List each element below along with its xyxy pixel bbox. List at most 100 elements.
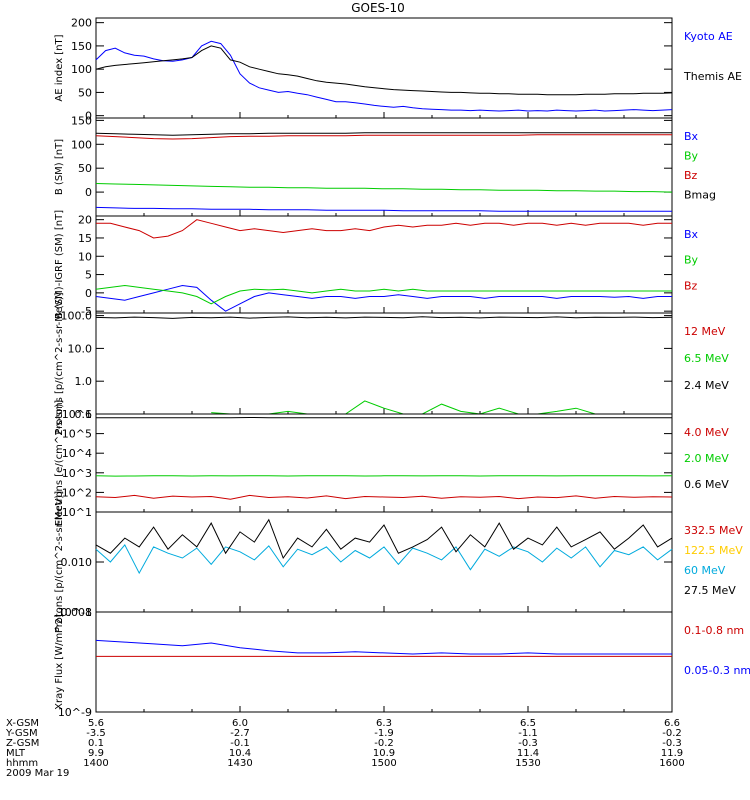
footer-value: -0.2 xyxy=(662,728,682,739)
footer-value: 6.6 xyxy=(664,718,680,729)
series-line xyxy=(95,45,673,96)
y-tick-label: 100 xyxy=(71,63,92,76)
footer-value: 1530 xyxy=(515,758,541,769)
panel-3: -5 0 5 10 15 20 B (SM)-IGRF (SM) [nT] Bx By Bz xyxy=(54,210,699,319)
footer-value: -1.9 xyxy=(374,728,394,739)
footer-value: -0.3 xyxy=(662,738,682,749)
legend-label: 2.4 MeV xyxy=(684,379,729,392)
series-line xyxy=(95,206,672,212)
panel-1: 0 50 100 150 200 AE index [nT] Kyoto AE Themis … xyxy=(54,17,742,123)
panel-frame xyxy=(95,17,673,119)
y-tick-label: 10.0 xyxy=(68,342,93,355)
legend-label: Bx xyxy=(684,228,699,241)
panel-2: 0 50 100 150 B (SM) [nT] Bx By Bz Bmag xyxy=(54,114,716,217)
plot-title: GOES-10 xyxy=(351,1,405,15)
series-line xyxy=(95,316,673,319)
y-tick-label: 10^6 xyxy=(62,408,92,421)
series-line xyxy=(95,134,672,140)
legend-label: 0.05-0.3 nm xyxy=(684,664,750,677)
series-line xyxy=(95,544,673,575)
legend-label: 2.0 MeV xyxy=(684,452,729,465)
y-tick-label: 10^4 xyxy=(62,447,92,460)
series-line xyxy=(95,284,672,305)
series-line xyxy=(95,183,673,193)
footer-value: 6.5 xyxy=(520,718,536,729)
y-axis-label: B (SM)-IGRF (SM) [nT] xyxy=(54,210,65,319)
footer-value: 1600 xyxy=(659,758,685,769)
footer-row-label: Y-GSM xyxy=(6,728,38,739)
y-tick-label: 10^1 xyxy=(62,506,92,519)
legend-label: 60 MeV xyxy=(684,564,726,577)
footer-value: 9.9 xyxy=(88,748,104,759)
y-tick-label: 10^-9 xyxy=(58,706,92,719)
y-axis-label: AE index [nT] xyxy=(54,34,65,101)
legend-label: 0.1-0.8 nm xyxy=(684,624,744,637)
y-tick-label: 0 xyxy=(85,186,92,199)
footer-value: 1400 xyxy=(83,758,109,769)
legend-label: Bmag xyxy=(684,189,716,202)
y-tick-label: 5 xyxy=(85,269,92,282)
y-tick-label: 20 xyxy=(78,214,92,227)
y-axis-label: Xray Flux [W/m^2] xyxy=(54,614,65,710)
footer-value: 1430 xyxy=(227,758,253,769)
y-tick-label: 10^2 xyxy=(62,486,92,499)
legend-label: Themis AE xyxy=(683,70,742,83)
footer-value: -2.7 xyxy=(230,728,250,739)
y-tick-label: 150 xyxy=(71,114,92,127)
footer-row-label: Z-GSM xyxy=(6,738,40,749)
legend-label: Bz xyxy=(684,279,698,292)
y-tick-label: 15 xyxy=(78,232,92,245)
y-axis-label: Electrons [e/(cm^2-s-sr)] xyxy=(54,400,65,526)
footer-row-label: MLT xyxy=(6,748,25,759)
footer-value: 5.6 xyxy=(88,718,104,729)
panel-frame xyxy=(95,312,673,415)
y-tick-label: 0 xyxy=(85,287,92,300)
footer-value: 11.9 xyxy=(660,748,684,759)
series-line xyxy=(95,518,673,560)
y-axis-label: Protons [p/(cm^2-s-sr-MeV)] xyxy=(54,491,65,633)
legend-label: By xyxy=(684,254,699,267)
y-tick-label: 0.010 xyxy=(61,556,93,569)
y-tick-label: 50 xyxy=(78,162,92,175)
footer-value: 10.4 xyxy=(228,748,252,759)
legend-label: Bz xyxy=(684,169,698,182)
y-tick-label: 10^5 xyxy=(62,428,92,441)
series-line xyxy=(211,400,672,415)
y-tick-label: 10^3 xyxy=(62,467,92,480)
date-label: 2009 Mar 19 xyxy=(6,768,70,779)
y-tick-label: 100.0 xyxy=(61,310,93,323)
y-tick-label: 150 xyxy=(71,40,92,53)
y-tick-label: 0.1 xyxy=(75,408,93,421)
footer-value: 10.9 xyxy=(372,748,396,759)
footer-value: 0.1 xyxy=(88,738,104,749)
series-line xyxy=(95,132,672,136)
series-line xyxy=(96,219,672,239)
footer-value: -0.3 xyxy=(518,738,538,749)
panel-frame xyxy=(95,611,673,713)
legend-label: 0.6 MeV xyxy=(684,478,729,491)
footer-value: 6.0 xyxy=(232,718,248,729)
y-tick-label: 1.0 xyxy=(75,375,93,388)
legend-label: 12 MeV xyxy=(684,325,726,338)
legend-label: By xyxy=(684,150,699,163)
series-line xyxy=(95,494,673,500)
y-tick-label: 100 xyxy=(71,138,92,151)
legend-label: 6.5 MeV xyxy=(684,352,729,365)
legend-label: Bx xyxy=(684,130,699,143)
y-tick-label: 200 xyxy=(71,17,92,30)
series-line xyxy=(95,639,672,655)
y-tick-label: 50 xyxy=(78,86,92,99)
footer-row-label: hhmm xyxy=(6,758,39,769)
y-tick-label: 0 xyxy=(85,110,92,123)
footer-value: 11.4 xyxy=(516,748,540,759)
series-line xyxy=(95,40,673,112)
footer-value: -0.1 xyxy=(230,738,250,749)
footer-value: -0.2 xyxy=(374,738,394,749)
legend-label: 122.5 MeV xyxy=(684,544,743,557)
